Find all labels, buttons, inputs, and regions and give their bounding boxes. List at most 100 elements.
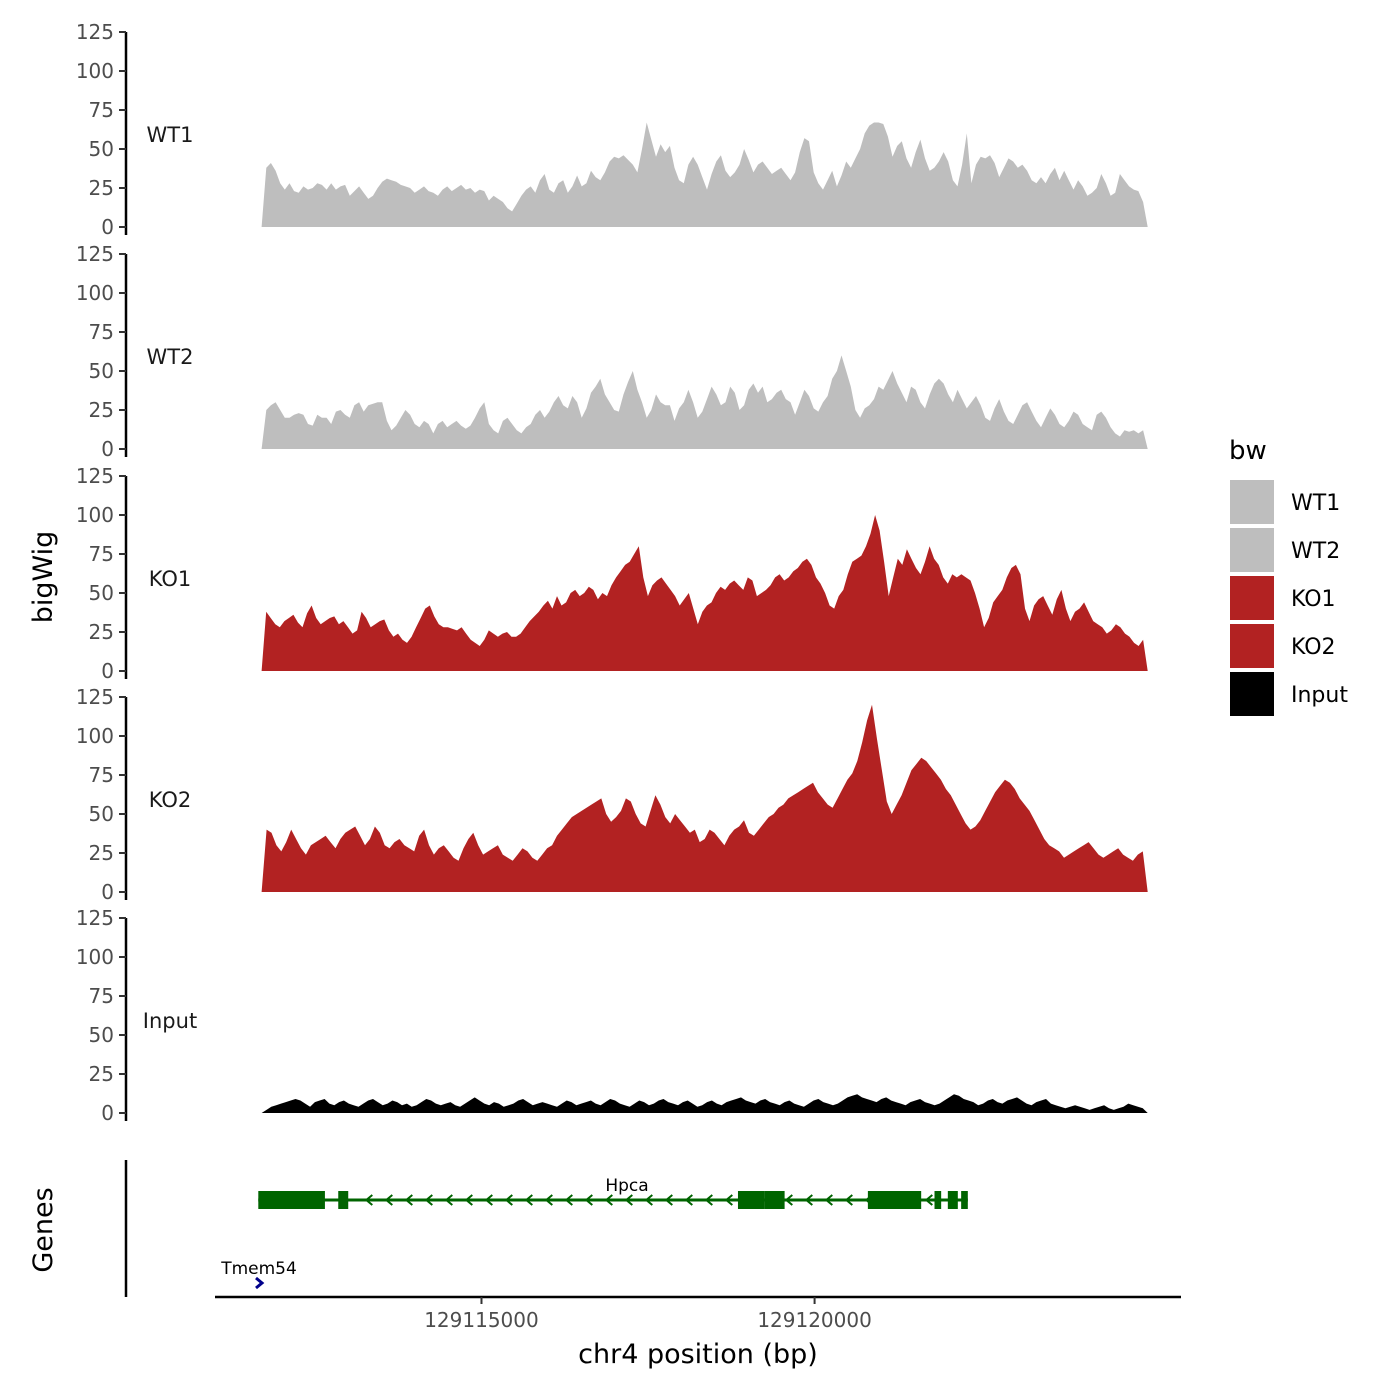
gene-tmem54: Tmem54	[220, 1259, 297, 1290]
gene-hpca: Hpca	[258, 1176, 968, 1209]
area-ko1	[261, 515, 1148, 671]
y-tick-label: 50	[89, 802, 114, 826]
strand-arrow	[424, 1194, 433, 1206]
strand-arrow	[604, 1194, 613, 1206]
y-tick-label: 125	[76, 464, 114, 488]
strand-arrow	[624, 1194, 633, 1206]
y-tick-label: 100	[76, 724, 114, 748]
y-tick-label: 75	[89, 320, 114, 344]
area-wt1	[261, 122, 1148, 227]
y-tick-label: 0	[101, 1101, 114, 1125]
track-label: KO1	[149, 567, 192, 591]
strand-arrow	[404, 1194, 413, 1206]
strand-arrow	[524, 1194, 533, 1206]
y-tick-label: 0	[101, 437, 114, 461]
y-tick-label: 0	[101, 880, 114, 904]
exon	[961, 1191, 968, 1209]
strand-arrow	[724, 1194, 733, 1206]
x-axis: 129115000 129120000	[215, 1295, 1181, 1332]
strand-arrow	[924, 1194, 933, 1206]
x-axis-title: chr4 position (bp)	[578, 1339, 818, 1370]
legend-label: WT2	[1291, 539, 1340, 564]
y-tick-label: 125	[76, 685, 114, 709]
y-tick-label: 50	[89, 359, 114, 383]
track-wt1: 0 25 50 75 100 125 WT1	[76, 20, 1148, 239]
y-tick-label: 100	[76, 945, 114, 969]
y-tick-label: 125	[76, 20, 114, 44]
genes-layer: Hpca Tmem54	[124, 1160, 968, 1297]
track-label: WT2	[147, 345, 194, 369]
strand-arrow	[784, 1194, 793, 1206]
legend-label: Input	[1291, 683, 1348, 708]
y-tick-label: 25	[89, 176, 114, 200]
exon	[867, 1191, 922, 1209]
exon	[258, 1191, 325, 1209]
exon	[737, 1191, 765, 1209]
track-label: WT1	[147, 123, 194, 147]
y-tick-label: 0	[101, 659, 114, 683]
strand-arrow	[824, 1194, 833, 1206]
y-tick-label: 75	[89, 763, 114, 787]
strand-arrow	[364, 1194, 373, 1206]
area-input	[261, 1094, 1148, 1113]
y-tick-label: 25	[89, 1062, 114, 1086]
y-tick-label: 125	[76, 242, 114, 266]
strand-arrow	[584, 1194, 593, 1206]
y-tick-label: 25	[89, 841, 114, 865]
legend: bw WT1 WT2 KO1 KO2 Input	[1229, 436, 1348, 716]
gene-label: Hpca	[605, 1176, 648, 1196]
x-tick-label: 129120000	[757, 1308, 872, 1332]
y-tick-label: 50	[89, 1023, 114, 1047]
strand-arrow	[484, 1194, 493, 1206]
y-tick-label: 125	[76, 906, 114, 930]
track-ko2: 0 25 50 75 100 125 KO2	[76, 685, 1148, 904]
y-tick-label: 100	[76, 503, 114, 527]
legend-label: WT1	[1291, 491, 1340, 516]
y-tick-label: 75	[89, 98, 114, 122]
strand-arrow	[644, 1194, 653, 1206]
y-tick-label: 50	[89, 581, 114, 605]
y-tick-label: 0	[101, 215, 114, 239]
exon	[934, 1191, 942, 1209]
legend-key	[1230, 672, 1274, 716]
strand-arrow	[504, 1194, 513, 1206]
x-tick-label: 129115000	[424, 1308, 539, 1332]
strand-arrow	[664, 1194, 673, 1206]
strand-arrow	[564, 1194, 573, 1206]
track-wt2: 0 25 50 75 100 125 WT2	[76, 242, 1148, 461]
legend-key	[1230, 624, 1274, 668]
gene-label: Tmem54	[220, 1259, 297, 1279]
genes-axis-title: Genes	[28, 1187, 59, 1272]
legend-label: KO1	[1291, 587, 1336, 612]
exon	[338, 1191, 349, 1209]
strand-arrow	[704, 1194, 713, 1206]
exon	[764, 1191, 785, 1209]
strand-arrow	[464, 1194, 473, 1206]
tracks-layer: 0 25 50 75 100 125 WT1 0 25 50 75 100 125 WT2 0 25 50 75 1…	[76, 20, 1148, 1125]
track-label: KO2	[149, 788, 192, 812]
y-tick-label: 75	[89, 542, 114, 566]
legend-title: bw	[1229, 436, 1267, 466]
strand-arrow	[804, 1194, 813, 1206]
strand-arrow	[544, 1194, 553, 1206]
strand-arrow	[255, 1276, 265, 1290]
legend-key	[1230, 528, 1274, 572]
track-ko1: 0 25 50 75 100 125 KO1	[76, 464, 1148, 683]
y-tick-label: 50	[89, 137, 114, 161]
track-label: Input	[143, 1009, 197, 1033]
y-tick-label: 25	[89, 620, 114, 644]
area-wt2	[261, 355, 1148, 449]
strand-arrow	[844, 1194, 853, 1206]
area-ko2	[261, 704, 1148, 892]
track-input: 0 25 50 75 100 125 Input	[76, 906, 1148, 1125]
strand-arrow	[444, 1194, 453, 1206]
legend-label: KO2	[1291, 635, 1336, 660]
y-tick-label: 25	[89, 398, 114, 422]
strand-arrow	[684, 1194, 693, 1206]
legend-key	[1230, 576, 1274, 620]
y-axis-title: bigWig	[28, 531, 59, 624]
legend-key	[1230, 480, 1274, 524]
y-tick-label: 75	[89, 984, 114, 1008]
strand-arrow	[384, 1194, 393, 1206]
